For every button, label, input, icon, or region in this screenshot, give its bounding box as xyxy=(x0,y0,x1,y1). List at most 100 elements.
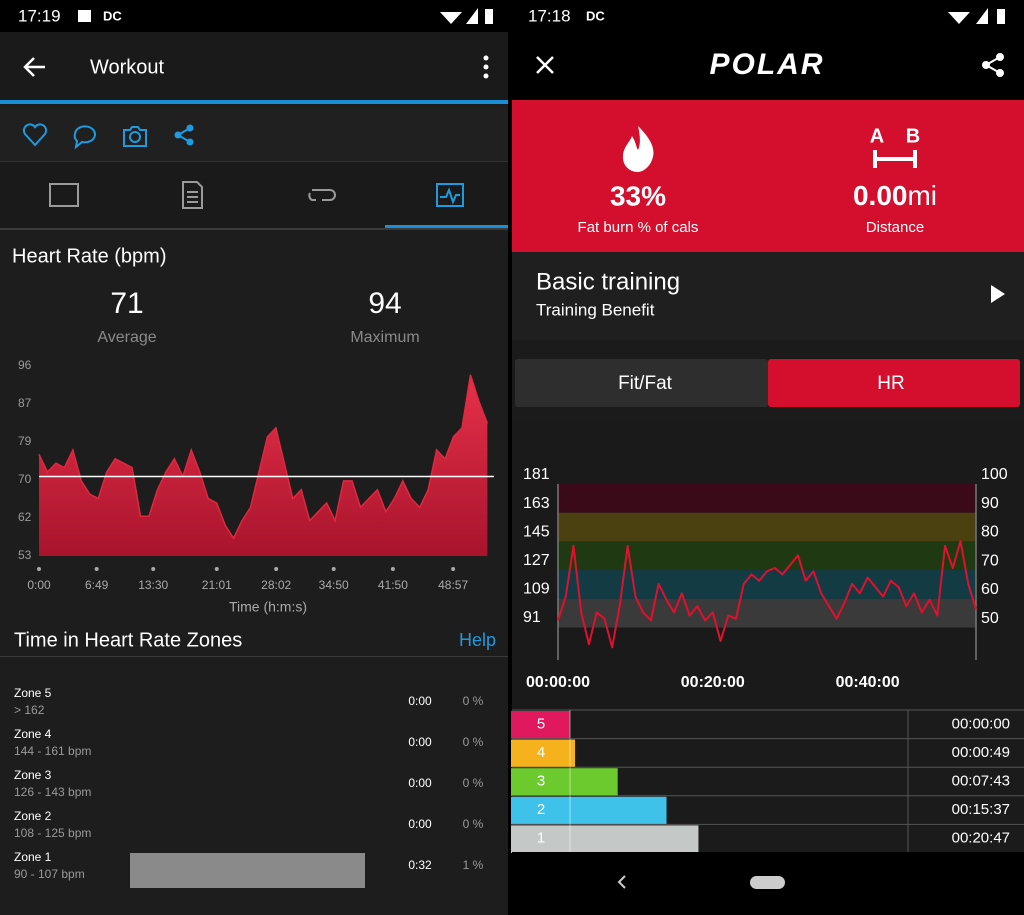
zone-range: 108 - 125 bpm xyxy=(14,826,91,840)
zone-time: 0:00 xyxy=(408,735,432,749)
x-tick-label: 0:00 xyxy=(27,578,51,592)
zone-band xyxy=(558,570,976,599)
flame-icon xyxy=(622,126,654,172)
tab-fitfat[interactable] xyxy=(515,359,768,407)
training-subtitle: Training Benefit xyxy=(536,300,655,319)
zone-time: 00:00:00 xyxy=(952,715,1010,732)
screen-gap xyxy=(508,0,512,915)
nav-home[interactable] xyxy=(750,876,785,889)
tab-summary[interactable] xyxy=(49,183,79,207)
y-tick-label: 87 xyxy=(18,396,32,410)
close-button[interactable] xyxy=(536,56,554,74)
help-link[interactable]: Help xyxy=(459,630,496,650)
battery-icon xyxy=(485,9,493,24)
distance-label: Distance xyxy=(866,219,924,236)
y-tick-label: 96 xyxy=(18,358,32,372)
tab-details[interactable] xyxy=(182,181,203,209)
tab-indicator xyxy=(385,225,508,228)
zone-name: Zone 1 xyxy=(14,850,52,864)
share-dot xyxy=(186,124,194,132)
tab-charts[interactable] xyxy=(436,183,464,207)
tab-laps[interactable] xyxy=(308,189,336,201)
menu-dot[interactable] xyxy=(483,73,489,79)
photo-button[interactable] xyxy=(123,126,147,147)
distance: 0.00mi xyxy=(853,180,937,211)
zone-bar xyxy=(511,711,570,739)
zone-band xyxy=(558,484,976,513)
x-tick-label: 13:30 xyxy=(138,578,168,592)
status-icon xyxy=(78,10,91,22)
x-tick-dot xyxy=(331,567,336,571)
y2-tick-label: 90 xyxy=(981,495,999,512)
zone-table: 5 00:00:00 4 00:00:49 3 00:07:43 2 00:15:37 1 00:… xyxy=(511,709,1024,854)
comment-button[interactable] xyxy=(73,125,96,150)
average-label: Average xyxy=(97,329,156,346)
zone-percent: 0 % xyxy=(463,817,484,831)
hr-chart: 181 163 145 127 109 91 100 90 80 70 60 50 00:00:00 00… xyxy=(512,420,1024,708)
zones-title: Time in Heart Rate Zones xyxy=(14,629,242,651)
average-value: 71 xyxy=(110,287,143,320)
status-label: DC xyxy=(103,8,122,23)
zone-time: 0:32 xyxy=(408,858,432,872)
y2-tick-label: 100 xyxy=(981,466,1008,483)
play-button[interactable] xyxy=(991,285,1005,303)
menu-button[interactable] xyxy=(483,55,489,79)
share-dot xyxy=(996,69,1004,77)
y-tick-label: 109 xyxy=(523,580,550,597)
signal-icon xyxy=(466,8,478,24)
x-tick-dot xyxy=(94,567,99,571)
zone-time: 0:00 xyxy=(408,776,432,790)
distance-icon xyxy=(873,150,917,168)
y-tick-label: 70 xyxy=(18,472,32,486)
status-label: DC xyxy=(586,8,605,23)
nav-back[interactable] xyxy=(617,875,626,889)
fat-burn-label: Fat burn % of cals xyxy=(578,219,699,236)
icon-letter: A xyxy=(870,125,884,147)
y2-tick-label: 60 xyxy=(981,581,999,598)
wifi-icon xyxy=(440,12,462,24)
fat-burn-value: 33% xyxy=(610,180,666,211)
zone-range: > 162 xyxy=(14,703,45,717)
zone-bar xyxy=(511,739,576,768)
training-panel[interactable] xyxy=(512,252,1024,340)
like-button[interactable] xyxy=(22,123,48,147)
x-tick-dot xyxy=(274,567,279,571)
divider xyxy=(0,656,508,657)
accent-line xyxy=(0,100,508,104)
zone-time: 00:07:43 xyxy=(952,772,1010,789)
y-tick-label: 163 xyxy=(523,495,550,512)
tab-hr[interactable] xyxy=(768,359,1020,407)
zone-time: 00:00:49 xyxy=(952,744,1010,761)
x-tick-label: 48:57 xyxy=(438,578,468,592)
zone-percent: 1 % xyxy=(463,858,484,872)
zone-number: 3 xyxy=(537,772,545,789)
x-tick-label: 34:50 xyxy=(319,578,349,592)
x-tick-label: 00:20:00 xyxy=(681,674,745,691)
distance-value: 0.00 xyxy=(853,180,908,211)
x-tick-label: 41:50 xyxy=(378,578,408,592)
zone-bar xyxy=(511,768,618,796)
zone-band xyxy=(558,512,976,542)
maximum-label: Maximum xyxy=(350,329,419,346)
hr-line xyxy=(38,374,489,540)
zone-time: 0:00 xyxy=(408,694,432,708)
training-title: Basic training xyxy=(536,268,680,295)
header xyxy=(512,0,1024,100)
back-button[interactable] xyxy=(23,57,45,77)
distance-unit: mi xyxy=(907,180,937,211)
zone-name: Zone 4 xyxy=(14,727,52,741)
zone-percent: 0 % xyxy=(463,694,484,708)
y2-tick-label: 50 xyxy=(981,610,999,627)
zone-bar xyxy=(130,853,365,888)
status-time: 17:18 xyxy=(528,6,571,25)
summary-panel xyxy=(512,100,1024,252)
y-tick-label: 91 xyxy=(523,609,541,626)
menu-dot[interactable] xyxy=(483,55,489,61)
menu-dot[interactable] xyxy=(483,64,489,70)
tab-label: Fit/Fat xyxy=(618,373,673,394)
zone-number: 1 xyxy=(537,830,545,847)
zone-range: 144 - 161 bpm xyxy=(14,744,91,758)
x-tick-dot xyxy=(151,567,156,571)
section-title: Heart Rate (bpm) xyxy=(12,245,167,267)
y-tick-label: 181 xyxy=(523,466,550,483)
